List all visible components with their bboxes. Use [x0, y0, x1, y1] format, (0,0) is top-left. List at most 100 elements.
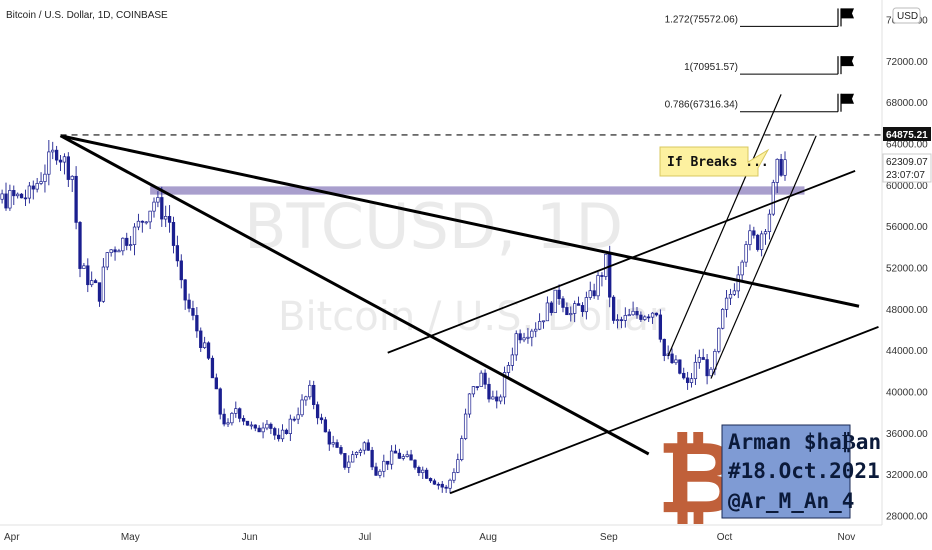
candle [557, 284, 561, 305]
trendline-descending-steep [59, 134, 650, 456]
candle [697, 349, 701, 369]
candle [771, 179, 775, 216]
candle [382, 454, 386, 478]
candle [744, 241, 748, 268]
candle [374, 462, 378, 477]
candle [265, 420, 269, 431]
candle [191, 300, 195, 321]
candle [569, 306, 573, 322]
candle [658, 309, 663, 343]
candle [502, 366, 507, 405]
y-tick-label: 60000.00 [886, 181, 928, 192]
candle [105, 252, 109, 271]
signature-background [722, 425, 850, 518]
candle [8, 184, 12, 211]
candle [214, 373, 218, 390]
candle [238, 407, 242, 423]
annotation-bubble [659, 146, 770, 177]
signature-name: Arman $ha₿an [728, 430, 881, 454]
candle [541, 320, 546, 329]
candle [66, 152, 70, 187]
candle [721, 308, 725, 330]
candle [82, 262, 86, 269]
candle [27, 181, 32, 204]
candle [140, 220, 144, 233]
annotation-text: If Breaks ... [667, 155, 769, 170]
candle [425, 467, 429, 479]
candle [0, 189, 4, 204]
candle [475, 386, 479, 391]
candle [335, 439, 339, 449]
candle [4, 182, 8, 211]
trendline-rising-channel-upper [387, 170, 856, 354]
candle [526, 327, 530, 344]
candle [160, 186, 164, 227]
candle [273, 426, 277, 440]
candle [183, 279, 187, 310]
fib-target: 0.786(67316.34) [665, 93, 854, 113]
currency-badge[interactable]: USD [892, 7, 921, 24]
x-tick-label: Jul [358, 532, 371, 543]
candle [600, 272, 604, 287]
candle [280, 424, 285, 442]
candle [230, 411, 234, 426]
candle [619, 316, 624, 329]
candle [779, 153, 783, 177]
fib-target: 1.272(75572.06) [665, 8, 854, 27]
candle [331, 435, 335, 448]
candle [783, 151, 787, 181]
flag-icon [841, 93, 854, 104]
y-tick-label: 36000.00 [886, 429, 928, 440]
candle [156, 191, 160, 208]
x-tick-label: Oct [717, 532, 733, 543]
trendline-descending-resistance [60, 134, 860, 308]
fib-target-label: 1(70951.57) [684, 62, 738, 73]
y-axis[interactable]: 76000.0072000.0068000.0064000.0060000.00… [881, 0, 928, 525]
candle [97, 282, 102, 307]
candle [148, 210, 152, 230]
candle [584, 291, 589, 320]
candle [284, 428, 289, 435]
candle [121, 237, 125, 256]
candle [62, 153, 67, 175]
candle [752, 226, 756, 239]
fib-targets-group: 1.272(75572.06) 1(70951.57) 0.786(67316.34… [665, 8, 854, 113]
candle [175, 235, 180, 267]
y-tick-label: 48000.00 [886, 305, 928, 316]
candle [245, 420, 250, 426]
candle [491, 390, 495, 400]
candle [269, 422, 273, 435]
candle [90, 271, 94, 288]
candle [152, 197, 156, 218]
fib-target-label: 1.272(75572.06) [665, 14, 738, 25]
x-axis[interactable]: Apr May Jun Jul Aug Sep Oct Nov [0, 524, 882, 543]
candle [728, 288, 733, 306]
candle [767, 209, 772, 240]
candle [670, 348, 674, 364]
candle [222, 408, 226, 427]
candle [210, 355, 215, 379]
candle [518, 329, 522, 344]
candle [534, 322, 538, 338]
candle [327, 429, 331, 451]
candle [580, 302, 585, 317]
candle [674, 355, 678, 365]
candle [689, 373, 694, 388]
candle [456, 453, 460, 474]
candle [499, 394, 503, 405]
candle [639, 311, 643, 322]
watermark-ticker: BTCUSD, 1D [244, 190, 623, 263]
candle [125, 232, 129, 251]
candle [495, 390, 499, 409]
candle [164, 205, 168, 228]
candle [460, 435, 464, 462]
candle [167, 205, 172, 233]
candle [78, 221, 82, 278]
candle [705, 353, 709, 385]
signature-handle: @Ar_M_An_4 [728, 489, 854, 513]
candle [319, 413, 324, 424]
candle [588, 281, 592, 300]
candle [179, 254, 183, 289]
candle [596, 271, 600, 300]
candle [647, 314, 651, 322]
